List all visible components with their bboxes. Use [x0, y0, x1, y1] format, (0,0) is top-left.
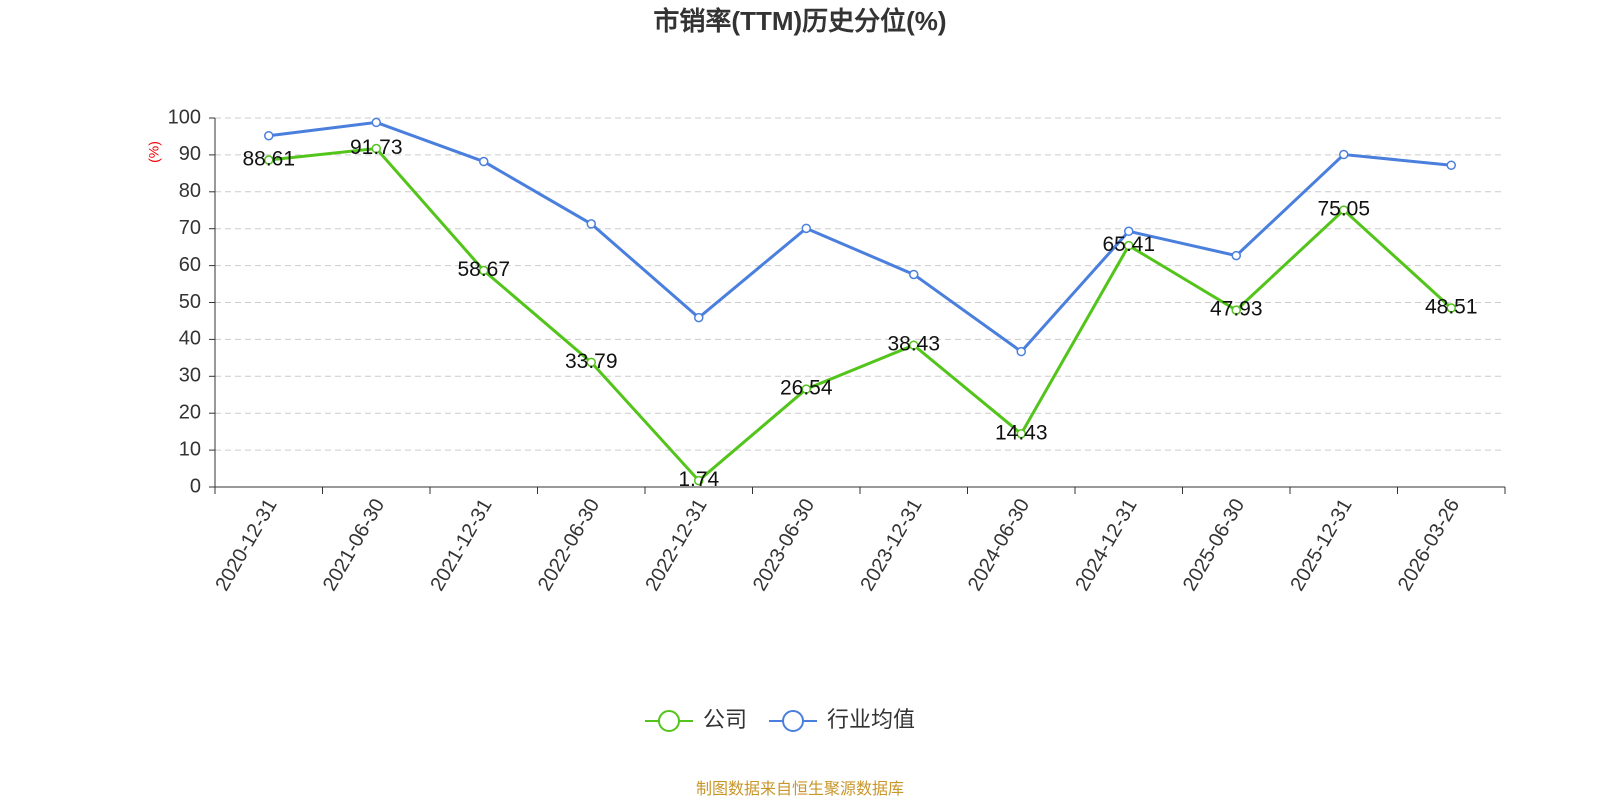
data-label: 91.73: [350, 136, 403, 159]
data-label: 65.41: [1102, 233, 1155, 256]
y-tick-label: 90: [179, 143, 201, 165]
y-tick-label: 100: [168, 106, 201, 128]
data-point: [1339, 149, 1349, 160]
data-point: [1339, 205, 1349, 215]
x-tick-label: 2026-03-26: [1394, 495, 1464, 595]
source-note: 制图数据来自恒生聚源数据库: [696, 780, 904, 798]
chart-title: 市销率(TTM)历史分位(%): [653, 6, 946, 36]
data-point: [1446, 303, 1456, 313]
y-tick-label: 20: [179, 401, 201, 423]
y-tick-label: 0: [190, 475, 201, 497]
series-line: [268, 120, 1452, 354]
x-tick-label: 2024-06-30: [964, 495, 1034, 595]
x-tick-label: 2022-06-30: [534, 495, 604, 595]
data-point: [1231, 250, 1241, 261]
data-point: [694, 312, 704, 323]
x-tick-label: 2025-06-30: [1179, 495, 1249, 595]
data-label: 26.54: [780, 377, 833, 400]
legend-marker: [782, 710, 805, 732]
x-tick-label: 2021-12-31: [426, 495, 496, 595]
data-point: [264, 155, 274, 165]
data-point: [371, 143, 381, 154]
legend-item: 公司: [645, 707, 747, 732]
data-label: 33.79: [565, 350, 618, 373]
data-point: [479, 156, 489, 167]
data-label: 47.93: [1210, 298, 1263, 321]
data-label: 75.05: [1317, 198, 1370, 221]
data-point: [479, 265, 489, 276]
legend-label: 公司: [703, 707, 747, 732]
x-tick-label: 2022-12-31: [641, 495, 711, 595]
data-label: 1.74: [678, 468, 719, 491]
y-tick-label: 80: [179, 180, 201, 202]
data-point: [1446, 160, 1456, 170]
data-point: [586, 219, 596, 229]
x-tick-label: 2023-12-31: [856, 495, 926, 595]
legend-marker: [658, 710, 680, 732]
series-line: [268, 146, 1453, 483]
x-tick-label: 2023-06-30: [749, 495, 819, 595]
data-point: [909, 340, 919, 350]
x-tick-label: 2020-12-31: [211, 495, 281, 595]
x-tick-label: 2025-12-31: [1286, 495, 1356, 595]
data-label: 88.61: [242, 148, 295, 171]
data-point: [909, 269, 919, 280]
data-point: [586, 357, 596, 368]
data-point: [801, 384, 811, 394]
data-label: 58.67: [457, 258, 510, 281]
y-tick-label: 40: [179, 328, 201, 350]
data-point: [264, 130, 274, 141]
legend-label: 行业均值: [827, 707, 915, 732]
y-tick-label: 60: [179, 254, 201, 276]
data-label: 48.51: [1425, 296, 1478, 319]
data-point: [1016, 429, 1026, 439]
y-tick-label: 30: [179, 365, 201, 387]
y-tick-label: 10: [179, 438, 201, 460]
y-tick-label: 70: [179, 217, 201, 239]
x-tick-label: 2024-12-31: [1071, 495, 1141, 595]
data-label: 38.43: [887, 333, 940, 356]
legend-item: 行业均值: [769, 707, 915, 732]
data-point: [1124, 226, 1134, 237]
data-point: [1124, 240, 1134, 251]
x-tick-label: 2021-06-30: [319, 495, 389, 595]
data-label: 14.43: [995, 421, 1048, 444]
y-axis-label: (%): [146, 141, 162, 163]
data-point: [1016, 346, 1026, 357]
data-point: [801, 223, 811, 234]
data-point: [694, 475, 704, 486]
y-tick-label: 50: [179, 291, 201, 313]
data-point: [371, 117, 381, 128]
data-point: [1231, 305, 1241, 315]
